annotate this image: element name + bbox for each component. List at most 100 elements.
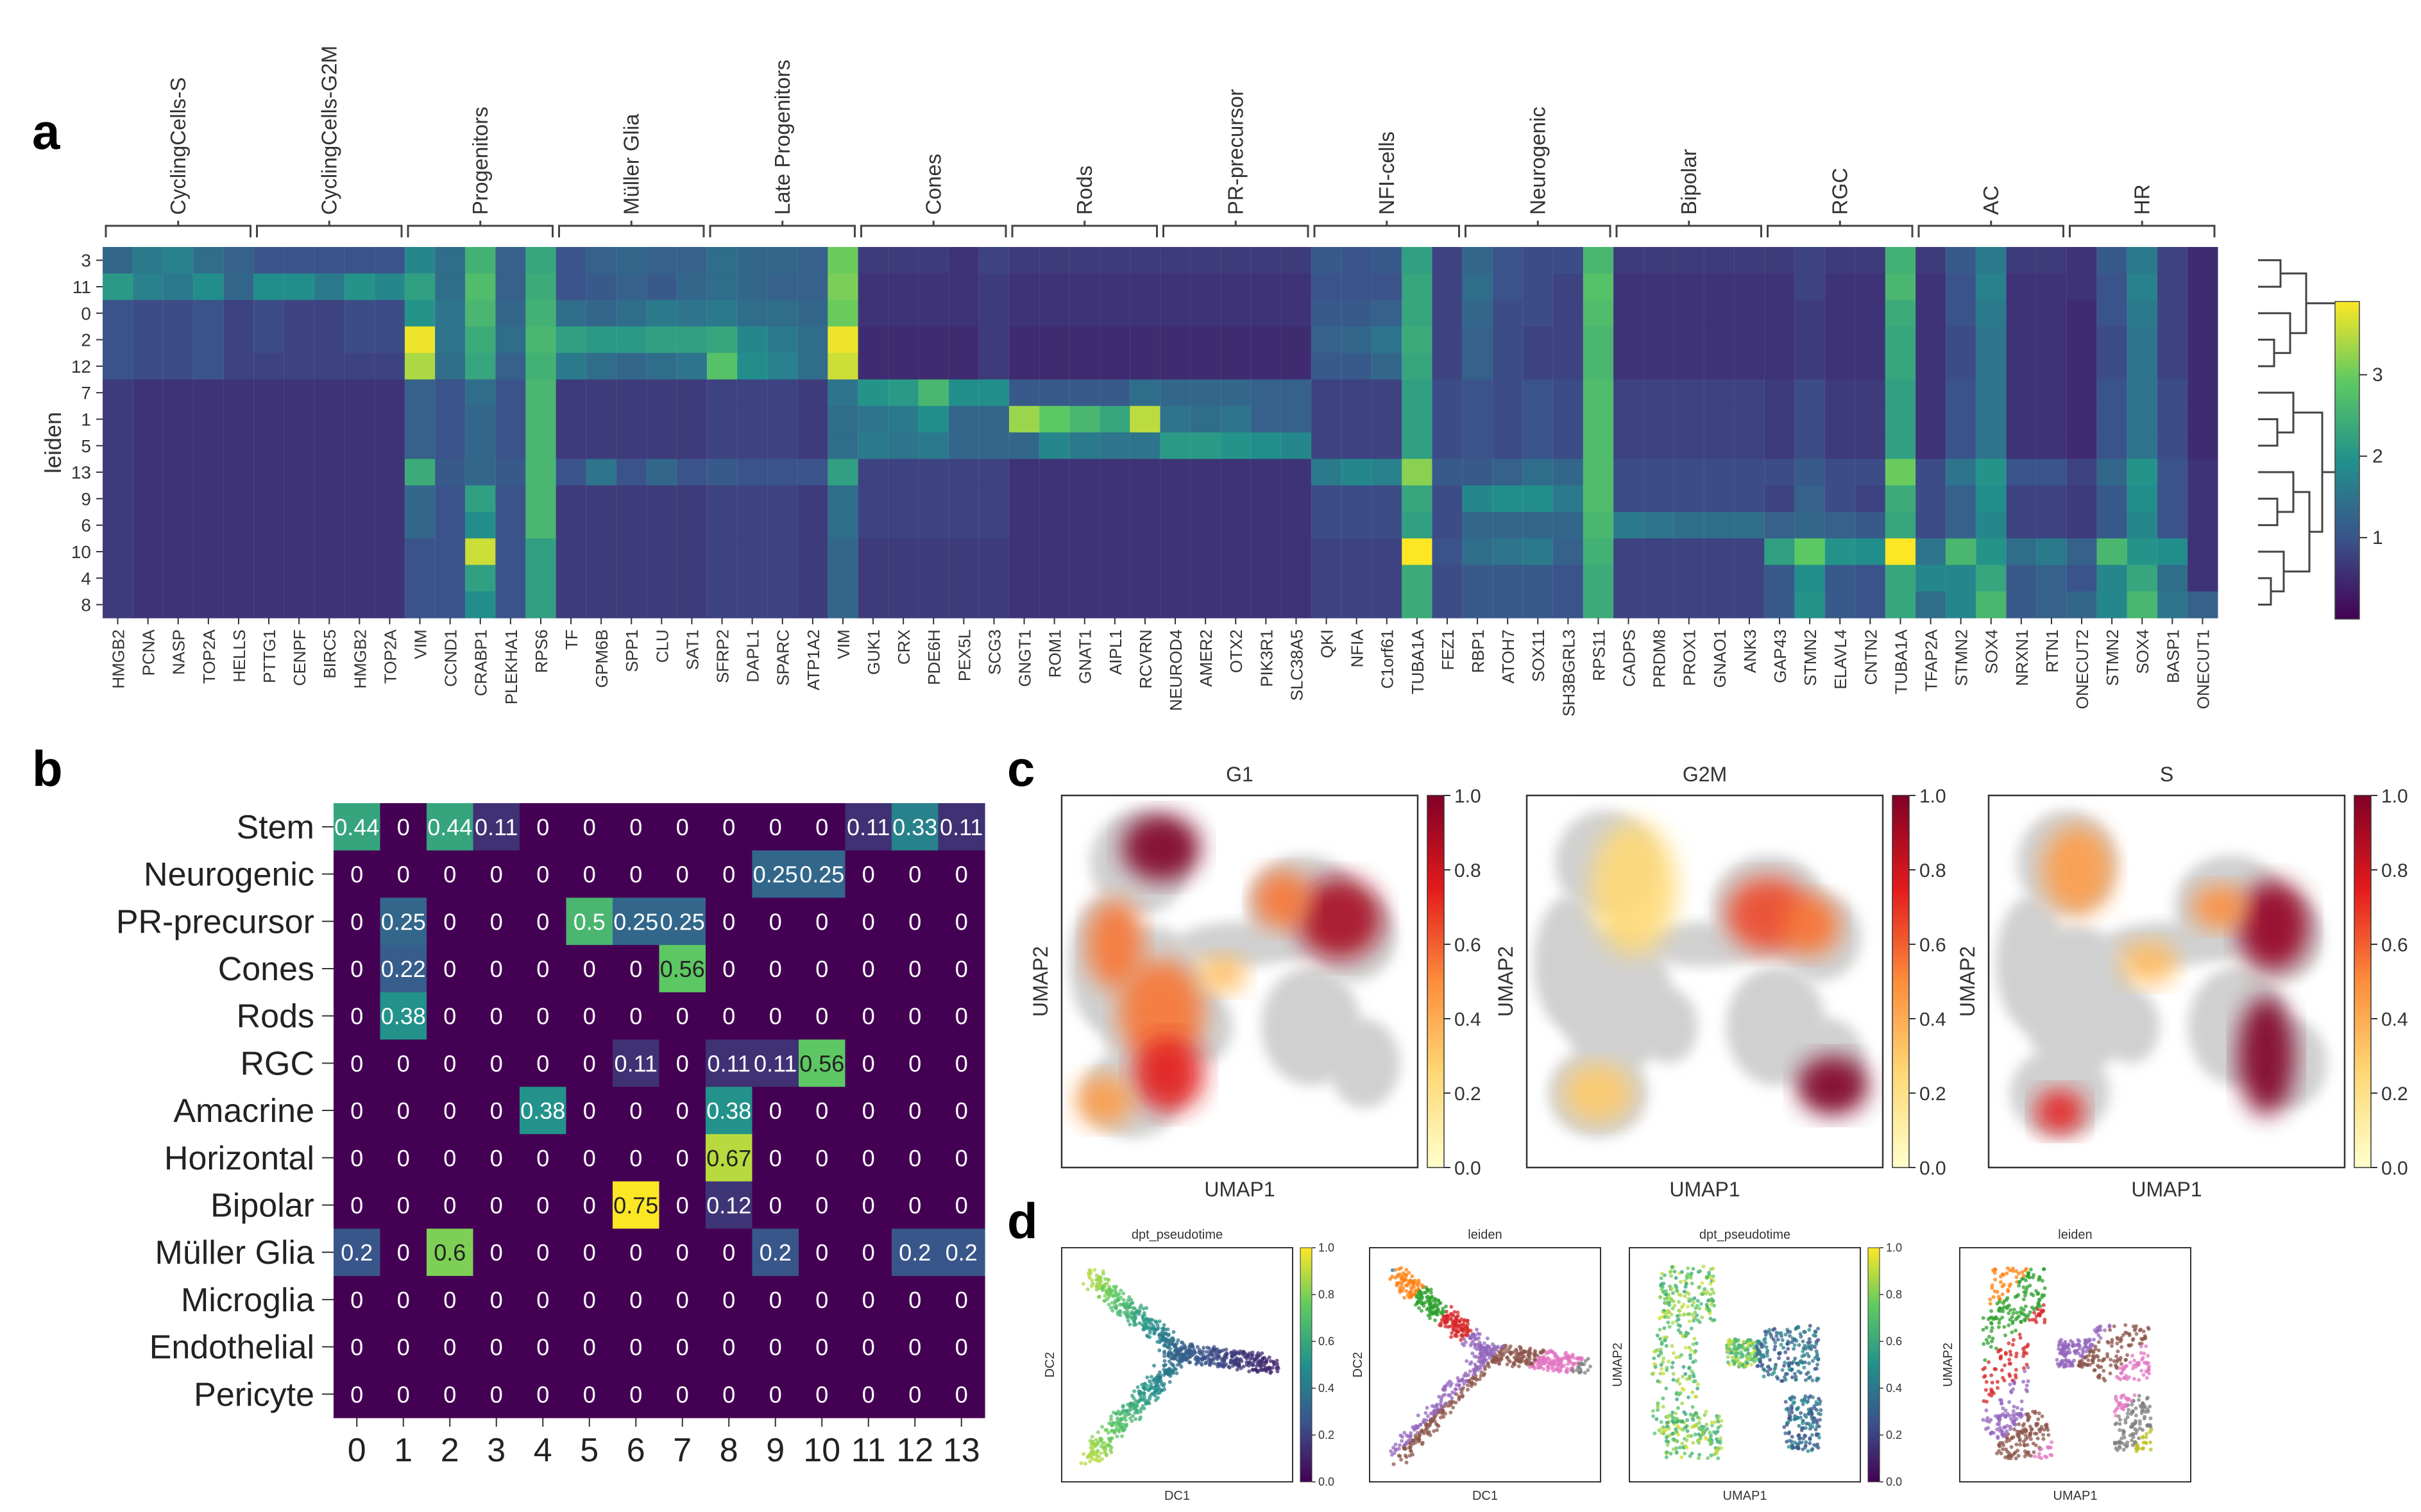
heatmap-cell	[344, 273, 375, 301]
heatmap-cell: 0	[752, 1370, 799, 1418]
heatmap-cell	[918, 565, 949, 592]
heatmap-cell	[978, 538, 1010, 566]
heatmap-cell	[1613, 300, 1644, 327]
colorbar-tick: 0.2	[1454, 1083, 1481, 1105]
heatmap-cell	[2096, 405, 2128, 433]
heatmap-cell: 0	[938, 1039, 985, 1087]
cluster-label: 3	[81, 251, 91, 271]
heatmap-cell	[1492, 565, 1524, 592]
gene-label: NFIA	[1348, 629, 1367, 668]
cell-value: 0	[536, 1381, 549, 1407]
heatmap-cell	[1552, 405, 1584, 433]
gene-group-label: Rods	[1073, 166, 1096, 215]
heatmap-cell	[918, 379, 949, 407]
heatmap-cell	[828, 405, 859, 433]
heatmap-cell	[1039, 326, 1070, 353]
gene-label: STMN2	[1801, 629, 1820, 686]
heatmap-cell	[1250, 379, 1282, 407]
heatmap-cell	[1280, 300, 1312, 327]
heatmap-cell: 0	[613, 850, 660, 898]
gene-label: BIRC5	[320, 629, 339, 679]
heatmap-cell	[948, 247, 980, 274]
heatmap-cell	[2157, 300, 2188, 327]
heatmap-cell	[948, 512, 980, 539]
heatmap-cell	[737, 405, 768, 433]
heatmap-cell	[525, 432, 557, 459]
heatmap-cell	[1613, 326, 1644, 353]
heatmap-cell	[1009, 247, 1040, 274]
heatmap-cell: 0	[706, 1276, 753, 1324]
heatmap-cell	[1492, 538, 1524, 566]
heatmap-cell	[435, 565, 466, 592]
heatmap-cell: 0	[892, 850, 939, 898]
heatmap-cell	[284, 405, 315, 433]
heatmap-cell	[465, 247, 496, 274]
column-label: 13	[943, 1432, 980, 1469]
heatmap-cell	[1311, 432, 1342, 459]
heatmap-cell	[525, 565, 557, 592]
heatmap-cell	[1674, 300, 1704, 327]
heatmap-cell	[1372, 512, 1402, 539]
heatmap-cell	[1039, 485, 1070, 513]
heatmap-cell	[1341, 379, 1372, 407]
heatmap-cell	[1946, 353, 1976, 380]
heatmap-cell: 0	[892, 1323, 939, 1371]
heatmap-cell	[223, 273, 255, 301]
heatmap-cell	[374, 300, 405, 327]
heatmap-cell: 0	[520, 1134, 567, 1182]
heatmap-cell	[2157, 512, 2188, 539]
heatmap-cell	[1462, 565, 1493, 592]
heatmap-cell	[1734, 538, 1765, 566]
heatmap-cell	[948, 300, 980, 327]
heatmap-cell	[1674, 459, 1704, 486]
heatmap-cell	[1160, 459, 1191, 486]
heatmap-cell: 0	[799, 1181, 846, 1229]
heatmap-cell	[858, 273, 889, 301]
heatmap-cell	[1916, 326, 1946, 353]
heatmap-cell	[1220, 591, 1252, 618]
cell-value: 0	[583, 1334, 596, 1361]
heatmap-cell	[707, 379, 738, 407]
heatmap-cell: 0	[427, 1134, 474, 1182]
heatmap-cell	[223, 353, 255, 380]
heatmap-cell	[1916, 565, 1946, 592]
heatmap-cell	[163, 379, 194, 407]
gene-label: NRXN1	[2012, 629, 2032, 686]
cell-value: 0	[583, 1287, 596, 1313]
heatmap-cell	[1522, 459, 1554, 486]
colorbar	[2334, 301, 2360, 620]
heatmap-cell	[1613, 565, 1644, 592]
heatmap-cell: 0	[845, 1181, 892, 1229]
heatmap-cell	[888, 353, 919, 380]
plot-title: leiden	[1468, 1228, 1502, 1242]
heatmap-cell	[1794, 273, 1826, 301]
heatmap-cell	[1402, 405, 1432, 433]
heatmap-cell	[1916, 273, 1946, 301]
heatmap-cell	[1976, 432, 2007, 459]
heatmap-cell: 0	[520, 992, 567, 1041]
heatmap-cell	[1280, 591, 1312, 618]
cluster-label: 0	[81, 303, 91, 323]
column-label: 3	[487, 1432, 505, 1469]
row-label: Endothelial	[149, 1329, 314, 1366]
heatmap-cell	[1039, 512, 1070, 539]
heatmap-cell	[767, 432, 798, 459]
heatmap-cell	[1824, 273, 1856, 301]
heatmap-cell	[223, 247, 255, 274]
heatmap-cell	[525, 459, 557, 486]
cell-value: 0	[629, 1098, 642, 1124]
colorbar-tick: 0.4	[1886, 1382, 1902, 1395]
heatmap-cell: 0	[752, 1181, 799, 1229]
heatmap-cell	[495, 459, 526, 486]
heatmap-cell: 0	[473, 1134, 520, 1182]
cell-cloud	[1640, 989, 1698, 1064]
heatmap-cell: 0	[427, 1323, 474, 1371]
x-axis-label: UMAP1	[2131, 1178, 2202, 1201]
heatmap-cell: 0	[799, 897, 846, 946]
heatmap-cell	[1100, 326, 1130, 353]
heatmap-cell	[1916, 247, 1946, 274]
heatmap-cell	[1190, 538, 1221, 566]
heatmap-cell: 0.25	[799, 850, 846, 898]
heatmap-cell	[556, 512, 587, 539]
heatmap-cell	[2066, 485, 2098, 513]
